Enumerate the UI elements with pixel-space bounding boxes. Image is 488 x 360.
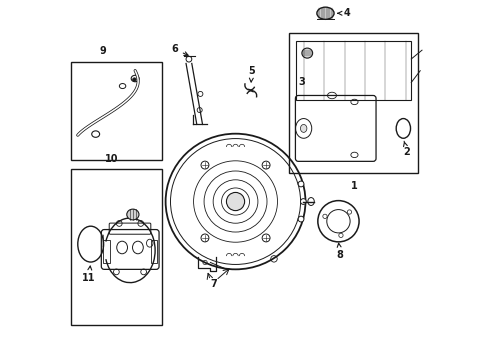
- Text: 5: 5: [248, 66, 255, 82]
- Text: 2: 2: [403, 141, 409, 157]
- Text: 3: 3: [298, 77, 305, 87]
- Ellipse shape: [126, 209, 139, 220]
- Bar: [289, 33, 418, 173]
- Ellipse shape: [300, 199, 305, 204]
- Bar: [70, 62, 162, 160]
- Ellipse shape: [301, 48, 312, 58]
- Ellipse shape: [346, 210, 351, 214]
- Bar: [150, 240, 157, 263]
- Ellipse shape: [338, 233, 343, 238]
- Ellipse shape: [298, 216, 304, 222]
- Bar: [103, 240, 109, 263]
- Ellipse shape: [298, 181, 304, 187]
- Text: 4: 4: [337, 8, 349, 18]
- Ellipse shape: [316, 7, 333, 19]
- Ellipse shape: [226, 193, 244, 211]
- Text: 8: 8: [336, 243, 343, 260]
- Ellipse shape: [322, 214, 326, 219]
- Text: 11: 11: [82, 266, 96, 283]
- Text: 6: 6: [171, 44, 188, 55]
- Ellipse shape: [132, 78, 136, 81]
- Text: 10: 10: [105, 154, 118, 164]
- Ellipse shape: [300, 125, 306, 132]
- Text: 9: 9: [99, 46, 106, 56]
- Bar: [70, 169, 162, 325]
- Text: 7: 7: [210, 279, 217, 289]
- Bar: [296, 41, 410, 100]
- Text: 1: 1: [350, 181, 357, 191]
